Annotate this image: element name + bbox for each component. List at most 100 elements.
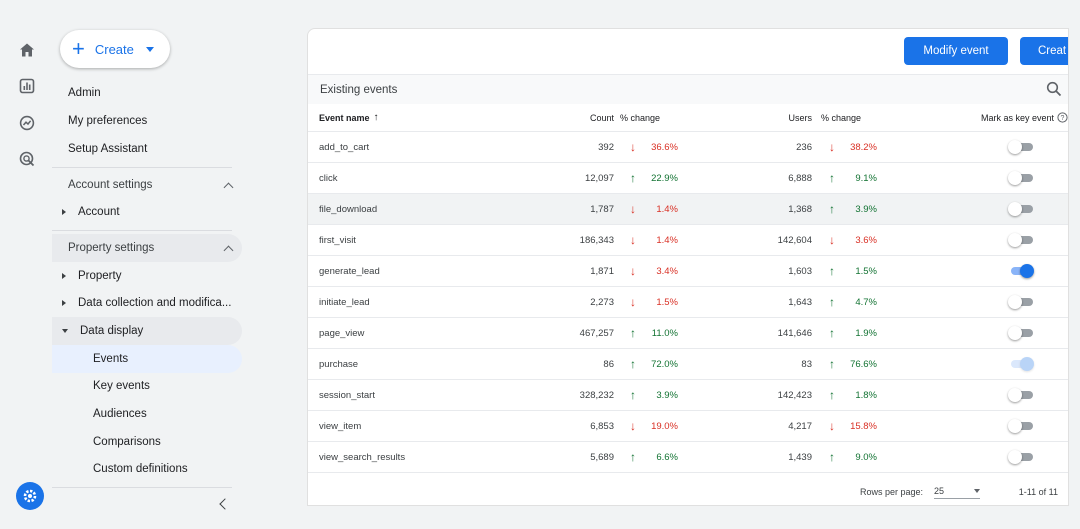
table-row[interactable]: click 12,097 ↑ 22.9% 6,888 ↑ 9.1% xyxy=(308,163,1068,194)
toggle-knob xyxy=(1020,264,1034,278)
toggle-knob xyxy=(1008,171,1022,185)
sidebar-item-data-display[interactable]: Data display xyxy=(52,317,242,345)
admin-gear-button[interactable] xyxy=(16,482,44,510)
key-event-toggle[interactable] xyxy=(1008,326,1033,340)
sidebar-item-events[interactable]: Events xyxy=(52,345,242,373)
arrow-up-icon: ↑ xyxy=(630,171,636,185)
create-event-button[interactable]: Creat xyxy=(1020,37,1068,65)
sidebar-item-account[interactable]: Account xyxy=(52,198,242,226)
event-count: 2,273 xyxy=(590,296,614,308)
sidebar-item-audiences[interactable]: Audiences xyxy=(52,400,242,428)
toggle-track xyxy=(1011,143,1033,151)
event-count: 12,097 xyxy=(584,172,614,184)
reports-icon[interactable] xyxy=(16,75,38,97)
toggle-knob xyxy=(1008,233,1022,247)
collapse-sidebar-icon[interactable] xyxy=(218,498,230,510)
users-percent-change: 4.7% xyxy=(855,296,877,308)
event-name[interactable]: file_download xyxy=(319,203,378,215)
key-event-toggle[interactable] xyxy=(1008,450,1033,464)
key-event-toggle-cell xyxy=(1008,225,1033,255)
divider xyxy=(52,487,232,488)
key-event-toggle[interactable] xyxy=(1008,295,1033,309)
search-icon[interactable] xyxy=(1046,81,1062,97)
toggle-knob xyxy=(1020,357,1034,371)
event-name[interactable]: initiate_lead xyxy=(319,296,370,308)
key-event-toggle-cell xyxy=(1008,287,1033,317)
header-users-change[interactable]: % change xyxy=(821,104,861,131)
arrow-up-icon: ↑ xyxy=(829,171,835,185)
sidebar-item-my-preferences[interactable]: My preferences xyxy=(52,107,242,135)
event-name[interactable]: session_start xyxy=(319,389,375,401)
key-event-toggle-cell xyxy=(1008,132,1033,162)
table-row[interactable]: generate_lead 1,871 ↓ 3.4% 1,603 ↑ 1.5% xyxy=(308,256,1068,287)
event-name[interactable]: page_view xyxy=(319,327,365,339)
table-row[interactable]: view_item 6,853 ↓ 19.0% 4,217 ↓ 15.8% xyxy=(308,411,1068,442)
key-event-toggle[interactable] xyxy=(1008,140,1033,154)
event-users: 1,643 xyxy=(788,296,812,308)
event-name[interactable]: generate_lead xyxy=(319,265,380,277)
chevron-up-icon xyxy=(223,182,234,192)
event-name[interactable]: add_to_cart xyxy=(319,141,370,153)
section-property-settings[interactable]: Property settings xyxy=(52,234,242,262)
header-count-change[interactable]: % change xyxy=(620,104,660,131)
modify-event-button[interactable]: Modify event xyxy=(904,37,1008,65)
key-event-toggle[interactable] xyxy=(1008,202,1033,216)
collapse-arrow-icon xyxy=(62,329,68,333)
event-users: 6,888 xyxy=(788,172,812,184)
table-row[interactable]: purchase 86 ↑ 72.0% 83 ↑ 76.6% xyxy=(308,349,1068,380)
event-users: 1,603 xyxy=(788,265,812,277)
table-row[interactable]: first_visit 186,343 ↓ 1.4% 142,604 ↓ 3.6% xyxy=(308,225,1068,256)
create-button[interactable]: + Create xyxy=(60,30,170,68)
explore-icon[interactable] xyxy=(16,112,38,134)
toggle-knob xyxy=(1008,450,1022,464)
section-account-settings[interactable]: Account settings xyxy=(52,171,242,199)
table-row[interactable]: view_search_results 5,689 ↑ 6.6% 1,439 ↑ 9.0% xyxy=(308,442,1068,473)
event-name[interactable]: purchase xyxy=(319,358,359,370)
sidebar-item-comparisons[interactable]: Comparisons xyxy=(52,428,242,456)
event-name[interactable]: view_item xyxy=(319,420,362,432)
event-name[interactable]: view_search_results xyxy=(319,451,406,463)
toggle-knob xyxy=(1008,326,1022,340)
sidebar-item-data-collection[interactable]: Data collection and modifica... xyxy=(52,289,242,317)
rows-per-page-select[interactable]: 25 xyxy=(934,485,980,499)
advertising-icon[interactable] xyxy=(16,148,38,170)
key-event-toggle[interactable] xyxy=(1008,419,1033,433)
svg-text:?: ? xyxy=(1061,115,1065,122)
arrow-down-icon: ↓ xyxy=(630,419,636,433)
count-percent-change: 22.9% xyxy=(651,172,678,184)
users-percent-change: 15.8% xyxy=(850,420,877,432)
table-row[interactable]: add_to_cart 392 ↓ 36.6% 236 ↓ 38.2% xyxy=(308,132,1068,163)
sidebar-item-setup-assistant[interactable]: Setup Assistant xyxy=(52,135,242,163)
count-percent-change: 36.6% xyxy=(651,141,678,153)
arrow-up-icon: ↑ xyxy=(829,264,835,278)
table-row[interactable]: page_view 467,257 ↑ 11.0% 141,646 ↑ 1.9% xyxy=(308,318,1068,349)
key-event-toggle[interactable] xyxy=(1008,171,1033,185)
header-label: % change xyxy=(620,112,661,123)
expand-arrow-icon xyxy=(62,300,66,306)
sidebar-item-key-events[interactable]: Key events xyxy=(52,372,242,400)
rows-per-page-text: Rows per page: xyxy=(860,487,924,497)
table-row[interactable]: file_download 1,787 ↓ 1.4% 1,368 ↑ 3.9% xyxy=(308,194,1068,225)
header-count[interactable]: Count xyxy=(590,104,614,131)
arrow-up-icon: ↑ xyxy=(630,326,636,340)
key-event-toggle-cell xyxy=(1008,380,1033,410)
key-event-toggle[interactable] xyxy=(1008,357,1034,371)
event-count: 5,689 xyxy=(590,451,614,463)
table-header: Event name ↑ Count % change Users % chan… xyxy=(308,104,1068,132)
sidebar-item-property[interactable]: Property xyxy=(52,262,242,290)
help-icon[interactable]: ? xyxy=(1057,104,1068,131)
event-name[interactable]: first_visit xyxy=(319,234,356,246)
key-event-toggle[interactable] xyxy=(1008,388,1033,402)
sidebar-item-admin[interactable]: Admin xyxy=(52,79,242,107)
event-name[interactable]: click xyxy=(319,172,338,184)
key-event-toggle[interactable] xyxy=(1008,264,1034,278)
table-row[interactable]: initiate_lead 2,273 ↓ 1.5% 1,643 ↑ 4.7% xyxy=(308,287,1068,318)
home-icon[interactable] xyxy=(16,39,38,61)
plus-icon: + xyxy=(72,36,85,61)
table-title: Existing events xyxy=(320,83,398,96)
table-row[interactable]: session_start 328,232 ↑ 3.9% 142,423 ↑ 1.8% xyxy=(308,380,1068,411)
sidebar-item-custom-definitions[interactable]: Custom definitions xyxy=(52,455,242,483)
header-event-name[interactable]: Event name ↑ xyxy=(319,104,379,131)
key-event-toggle[interactable] xyxy=(1008,233,1033,247)
header-users[interactable]: Users xyxy=(788,104,812,131)
